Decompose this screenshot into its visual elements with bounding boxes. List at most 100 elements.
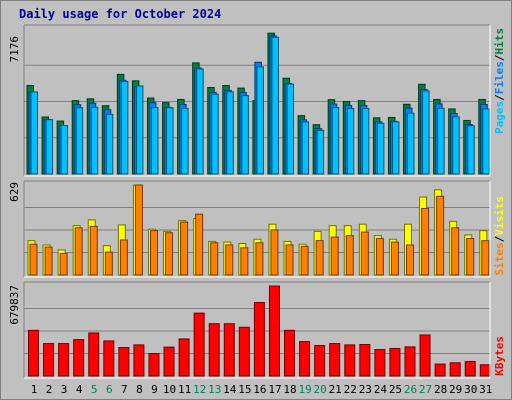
x-tick-label: 4 (76, 383, 83, 396)
bot-bar-kbytes-28 (434, 363, 446, 377)
x-tick-label: 30 (464, 383, 477, 396)
top-legend-files: Files (493, 61, 506, 94)
mid-bar-sites-8 (134, 184, 143, 276)
bot-max-label: 679837 (8, 285, 21, 325)
bars-layer (26, 32, 491, 377)
top-bar-pages-4 (75, 107, 84, 175)
x-axis-labels: 1 2 3 4 5 6 7 8 9 10 11 12 13 14 15 16 17 18 19 20 21 22 23 24 2… (31, 383, 493, 396)
bot-bar-kbytes-2 (43, 343, 55, 377)
top-bar-pages-15 (241, 95, 249, 175)
bot-bar-kbytes-5 (88, 332, 100, 377)
top-bar-pages-19 (301, 121, 310, 175)
x-tick-label: 18 (283, 383, 296, 396)
mid-legend-separator: / (493, 235, 506, 242)
mid-bar-sites-21 (330, 236, 339, 276)
top-bar-pages-14 (226, 91, 234, 175)
top-bar-pages-30 (467, 125, 475, 175)
x-tick-label: 15 (238, 383, 251, 396)
x-tick-label: 11 (178, 383, 191, 396)
bot-legend-kbytes: KBytes (493, 336, 506, 376)
x-tick-label: 21 (329, 383, 342, 396)
x-tick-label: 19 (298, 383, 311, 396)
bot-bar-kbytes-21 (329, 343, 341, 377)
top-legend-separator: / (493, 54, 506, 61)
bot-bar-kbytes-17 (268, 285, 280, 377)
bot-bar-kbytes-9 (148, 352, 160, 377)
top-bar-pages-21 (331, 107, 340, 175)
x-tick-label: 5 (91, 383, 98, 396)
mid-bar-sites-10 (165, 232, 174, 276)
bot-bar-kbytes-10 (163, 346, 175, 377)
mid-bar-sites-16 (255, 242, 264, 276)
x-tick-label: 16 (253, 383, 266, 396)
top-bar-pages-2 (45, 119, 54, 175)
x-tick-label: 14 (223, 383, 237, 396)
top-max-label: 7176 (8, 36, 21, 63)
top-bar-pages-18 (286, 83, 295, 175)
top-bar-pages-6 (105, 113, 114, 175)
mid-bar-sites-25 (390, 241, 399, 276)
top-bar-pages-10 (166, 107, 174, 175)
bot-bar-kbytes-31 (479, 364, 491, 377)
mid-bar-sites-3 (59, 253, 68, 276)
panel-borders (23, 24, 491, 379)
top-legend-hits: Hits (493, 28, 506, 55)
top-bar-pages-29 (452, 116, 460, 175)
mid-bar-sites-7 (119, 239, 128, 276)
top-bar-pages-16 (256, 66, 264, 175)
mid-bar-sites-12 (195, 213, 204, 276)
top-bar-pages-28 (437, 107, 445, 175)
x-tick-label: 12 (193, 383, 206, 396)
top-legend: Pages/Files/Hits (493, 28, 506, 134)
top-bar-pages-7 (120, 80, 129, 175)
mid-bar-sites-27 (421, 207, 430, 276)
bot-bar-kbytes-7 (118, 347, 130, 377)
x-tick-label: 22 (344, 383, 357, 396)
bot-bar-kbytes-14 (223, 323, 235, 377)
x-tick-label: 13 (208, 383, 221, 396)
x-tick-label: 6 (106, 383, 113, 396)
top-bar-pages-12 (196, 68, 204, 175)
bot-bar-kbytes-16 (253, 302, 265, 377)
x-tick-label: 8 (136, 383, 143, 396)
bot-bar-kbytes-25 (389, 347, 401, 377)
top-bar-pages-20 (316, 129, 325, 175)
top-bar-pages-24 (376, 122, 385, 175)
bot-bar-kbytes-12 (193, 312, 205, 377)
mid-bar-sites-19 (300, 245, 309, 276)
bot-bar-kbytes-6 (103, 340, 115, 377)
mid-bar-sites-26 (406, 244, 414, 276)
mid-bar-sites-11 (180, 221, 189, 276)
top-bar-pages-25 (391, 121, 400, 175)
mid-bar-sites-9 (149, 230, 158, 276)
bot-bar-kbytes-30 (464, 360, 476, 377)
bot-bar-kbytes-19 (299, 341, 311, 377)
x-tick-label: 9 (151, 383, 158, 396)
mid-bar-sites-14 (225, 244, 234, 276)
bot-bar-kbytes-15 (238, 326, 250, 377)
x-tick-label: 28 (434, 383, 447, 396)
bot-bar-kbytes-24 (374, 349, 386, 377)
bot-bar-kbytes-29 (449, 362, 461, 377)
bot-bar-kbytes-27 (419, 334, 431, 377)
top-bar-pages-17 (271, 36, 279, 175)
mid-legend: Sites/Visits (493, 196, 506, 276)
x-tick-label: 29 (449, 383, 462, 396)
mid-bar-sites-30 (466, 238, 475, 276)
top-bar-pages-5 (90, 106, 99, 175)
mid-bar-sites-24 (375, 238, 384, 276)
mid-bar-sites-4 (74, 227, 83, 276)
top-bar-pages-31 (482, 108, 490, 175)
x-tick-label: 24 (374, 383, 388, 396)
top-legend-pages: Pages (493, 101, 506, 134)
top-bar-pages-11 (181, 107, 189, 175)
bot-bar-kbytes-26 (404, 346, 416, 377)
bot-bar-kbytes-18 (284, 329, 296, 377)
mid-bar-sites-20 (315, 240, 324, 276)
bot-bar-kbytes-11 (178, 338, 190, 377)
mid-bar-sites-13 (210, 242, 219, 276)
top-bar-pages-26 (407, 112, 415, 175)
mid-bar-sites-1 (29, 243, 38, 276)
x-tick-label: 2 (46, 383, 53, 396)
